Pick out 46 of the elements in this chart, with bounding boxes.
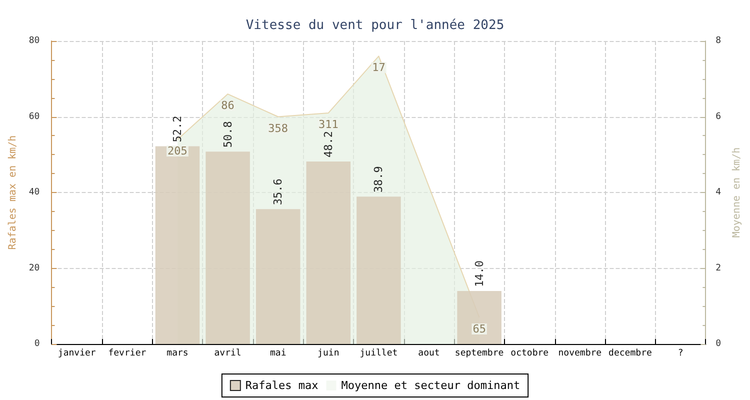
x-tick-label: mars (166, 348, 188, 358)
data-label: 48.2 (322, 130, 335, 158)
y-tick-label: 40 (28, 188, 40, 198)
x-tick-label: ? (678, 348, 684, 358)
x-tick-label: juin (318, 348, 340, 358)
data-label: 52.2 (170, 116, 184, 142)
bar (457, 290, 502, 344)
y2-axis-title: Moyenne en km/h (732, 147, 742, 238)
x-tick-label: fevrier (108, 348, 147, 358)
bar (155, 146, 200, 344)
bar (206, 152, 250, 344)
chart-title: Vitesse du vent pour l'année 2025 (246, 18, 504, 33)
x-tick-label: decembre (608, 348, 652, 358)
x-tick-label: juillet (360, 348, 398, 358)
y-tick-label: 80 (28, 36, 40, 46)
data-label: 35.6 (272, 178, 285, 206)
y2-tick-label: 2 (716, 263, 722, 274)
x-tick-label: aout (418, 348, 440, 358)
x-tick-label: octobre (510, 348, 549, 358)
y2-tick-label: 4 (716, 188, 722, 198)
annotation: 17 (372, 61, 386, 74)
x-tick-label: mai (270, 348, 286, 358)
y-tick-label: 60 (28, 112, 40, 122)
bar (306, 161, 351, 344)
annotation: 358 (268, 122, 288, 135)
y2-tick-label: 0 (716, 339, 722, 349)
y-axis-title: Rafales max en km/h (8, 135, 18, 250)
x-tick-label: septembre (454, 348, 504, 358)
x-tick-label: novembre (558, 348, 602, 358)
x-tick-label: avril (214, 348, 242, 358)
annotation: 86 (221, 99, 234, 112)
annotation: 311 (318, 118, 338, 131)
data-label: 50.8 (221, 121, 234, 148)
y2-tick-label: 6 (716, 112, 722, 122)
bar (256, 209, 300, 344)
data-label: 14.0 (472, 260, 486, 287)
annotation: 205 (168, 144, 188, 158)
legend-label: Moyenne et secteur dominant (341, 379, 520, 392)
y2-tick-label: 8 (716, 36, 722, 46)
legend-label: Rafales max (245, 379, 319, 392)
bar (356, 196, 401, 344)
y-tick-label: 0 (34, 339, 40, 349)
x-tick-label: janvier (58, 348, 96, 358)
y-tick-label: 20 (28, 263, 40, 274)
annotation: 65 (472, 322, 486, 336)
data-label: 38.9 (372, 166, 386, 193)
